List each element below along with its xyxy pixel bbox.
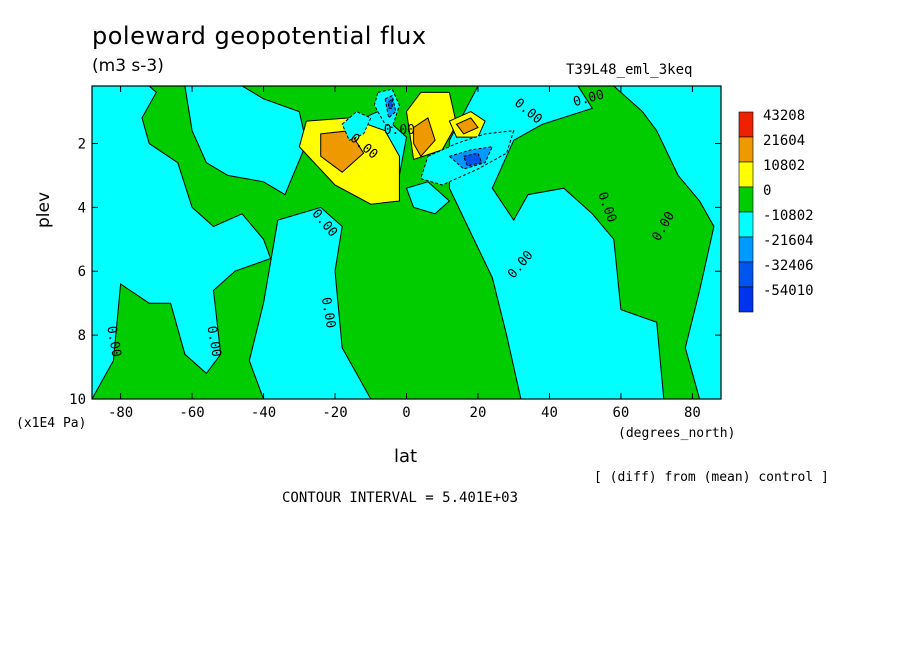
- x-tick-label: 0: [402, 405, 410, 421]
- y-tick-label: 10: [69, 392, 86, 408]
- x-tick-label: -20: [322, 405, 347, 421]
- x-tick-label: -40: [251, 405, 276, 421]
- contour-region: [388, 97, 393, 109]
- x-tick-label: 60: [613, 405, 630, 421]
- colorbar-label: -32406: [763, 258, 814, 274]
- colorbar-label: -54010: [763, 283, 814, 299]
- x-tick-label: -60: [179, 405, 204, 421]
- colorbar-label: 10802: [763, 158, 805, 174]
- y-tick-label: 8: [78, 328, 86, 344]
- run-name: T39L48_eml_3keq: [566, 62, 693, 78]
- chart-units: (m3 s-3): [92, 56, 164, 76]
- colorbar-label: -10802: [763, 208, 814, 224]
- colorbar-swatch: [738, 261, 754, 288]
- colorbar-swatch: [738, 136, 754, 163]
- contour-label: 0.00: [384, 123, 415, 138]
- chart-title: poleward geopotential flux: [92, 22, 427, 50]
- x-tick-label: -80: [108, 405, 133, 421]
- colorbar-swatch: [738, 211, 754, 238]
- x-axis-units: (degrees_north): [618, 426, 736, 441]
- colorbar-swatch: [738, 111, 754, 138]
- contour-region: [463, 152, 483, 167]
- y-tick-label: 2: [78, 136, 86, 152]
- colorbar-swatch: [738, 286, 754, 313]
- y-tick-label: 6: [78, 264, 86, 280]
- contour-region: [248, 206, 372, 399]
- contour-label: 0.00: [103, 325, 123, 358]
- diff-note: [ (diff) from (mean) control ]: [594, 470, 829, 485]
- x-tick-label: 80: [684, 405, 701, 421]
- y-tick-label: 4: [78, 200, 86, 216]
- x-tick-label: 20: [470, 405, 487, 421]
- colorbar-swatch: [738, 186, 754, 213]
- contour-region: [405, 181, 451, 215]
- colorbar-label: 21604: [763, 133, 805, 149]
- contour-label: 0.00: [318, 296, 338, 329]
- contour-interval: CONTOUR INTERVAL = 5.401E+03: [282, 490, 519, 506]
- contour-region: [613, 86, 721, 399]
- contour-region: [341, 111, 372, 141]
- contour-region: [455, 117, 479, 135]
- colorbar-label: 43208: [763, 108, 805, 124]
- x-tick-label: 40: [541, 405, 558, 421]
- contour-region: [448, 86, 665, 399]
- x-axis-label: lat: [394, 446, 418, 467]
- contour-region: [184, 86, 307, 196]
- colorbar-label: 0: [763, 183, 771, 199]
- contour-region: [320, 130, 365, 173]
- contour-region: [413, 117, 436, 158]
- y-axis-units: (x1E4 Pa): [16, 416, 87, 431]
- contour-label: 0.00: [203, 325, 223, 358]
- colorbar-label: -21604: [763, 233, 814, 249]
- colorbar-swatch: [738, 161, 754, 188]
- colorbar-swatch: [738, 236, 754, 263]
- contour-region: [92, 86, 272, 399]
